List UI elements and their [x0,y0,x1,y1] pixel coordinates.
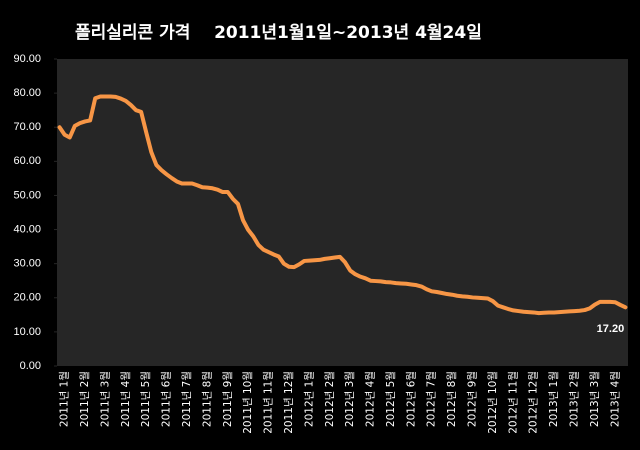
x-tick-label: 2011년 8월 [201,371,213,427]
x-tick-label: 2012년 7월 [426,371,438,427]
x-tick-label: 2012년 10월 [487,371,499,434]
x-tick-label: 2013년 1월 [548,371,560,427]
y-tick-label: 60.00 [13,155,41,167]
y-tick-label: 0.00 [20,360,41,372]
x-tick-label: 2012년 1월 [303,371,315,427]
x-tick-label: 2012년 4월 [365,371,377,427]
x-tick-label: 2012년 6월 [405,371,417,427]
line-series [57,94,628,316]
x-tick-label: 2013년 2월 [568,371,580,427]
x-tick-label: 2012년 2월 [324,371,336,427]
x-tick-label: 2011년 11월 [263,371,275,434]
y-tick-label: 30.00 [13,258,41,270]
x-tick-label: 2011년 12월 [283,371,295,434]
x-tick-label: 2012년 11월 [507,371,519,434]
plot-area [57,59,628,366]
y-tick-label: 40.00 [13,223,41,235]
y-tick-label: 10.00 [13,326,41,338]
x-tick-label: 2011년 7월 [181,371,193,427]
y-tick-label: 20.00 [13,292,41,304]
y-tick-label: 70.00 [13,121,41,133]
x-tick-label: 2011년 9월 [222,371,234,427]
x-tick-label: 2011년 4월 [120,371,132,427]
x-tick-label: 2012년 9월 [467,371,479,427]
x-tick-label: 2013년 3월 [589,371,601,427]
x-tick-label: 2011년 5월 [140,371,152,427]
x-tick-label: 2012년 12월 [528,371,540,434]
chart-title: 폴리실리콘 가격 2011년1월1일~2013년 4월24일 [75,23,482,43]
x-tick-label: 2011년 3월 [99,371,111,427]
x-tick-label: 2012년 5월 [385,371,397,427]
y-tick-label: 50.00 [13,189,41,201]
x-tick-label: 2011년 2월 [79,371,91,427]
y-tick-label: 80.00 [13,87,41,99]
x-tick-label: 2011년 6월 [161,371,173,427]
y-tick-label: 90.00 [13,53,41,65]
x-tick-label: 2012년 3월 [344,371,356,427]
x-tick-label: 2011년 1월 [59,371,71,427]
data-label: 17.20 [597,323,625,335]
x-tick-label: 2011년 10월 [242,371,254,434]
x-tick-label: 2013년 4월 [609,371,621,427]
x-tick-label: 2012년 8월 [446,371,458,427]
